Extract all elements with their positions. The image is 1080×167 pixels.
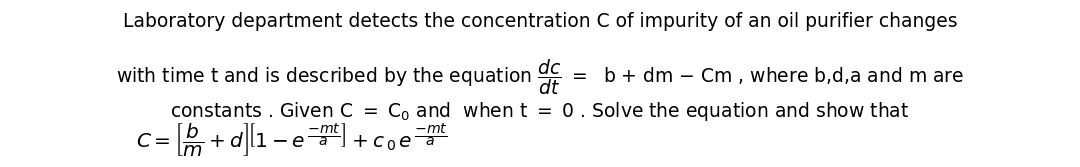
Text: Laboratory department detects the concentration C of impurity of an oil purifier: Laboratory department detects the concen… (123, 12, 957, 31)
Text: constants . Given C $=$ C$_0$ and  when t $=$ 0 . Solve the equation and show th: constants . Given C $=$ C$_0$ and when t… (171, 100, 909, 123)
Text: with time t and is described by the equation $\dfrac{dc}{dt}$ $=$  b + dm $-$ Cm: with time t and is described by the equa… (116, 57, 964, 97)
Text: $C = \left[\dfrac{b}{m} + d\right]\!\left[1 - e^{\,\dfrac{-mt}{a}}\right] + c_{\: $C = \left[\dfrac{b}{m} + d\right]\!\lef… (136, 122, 447, 159)
